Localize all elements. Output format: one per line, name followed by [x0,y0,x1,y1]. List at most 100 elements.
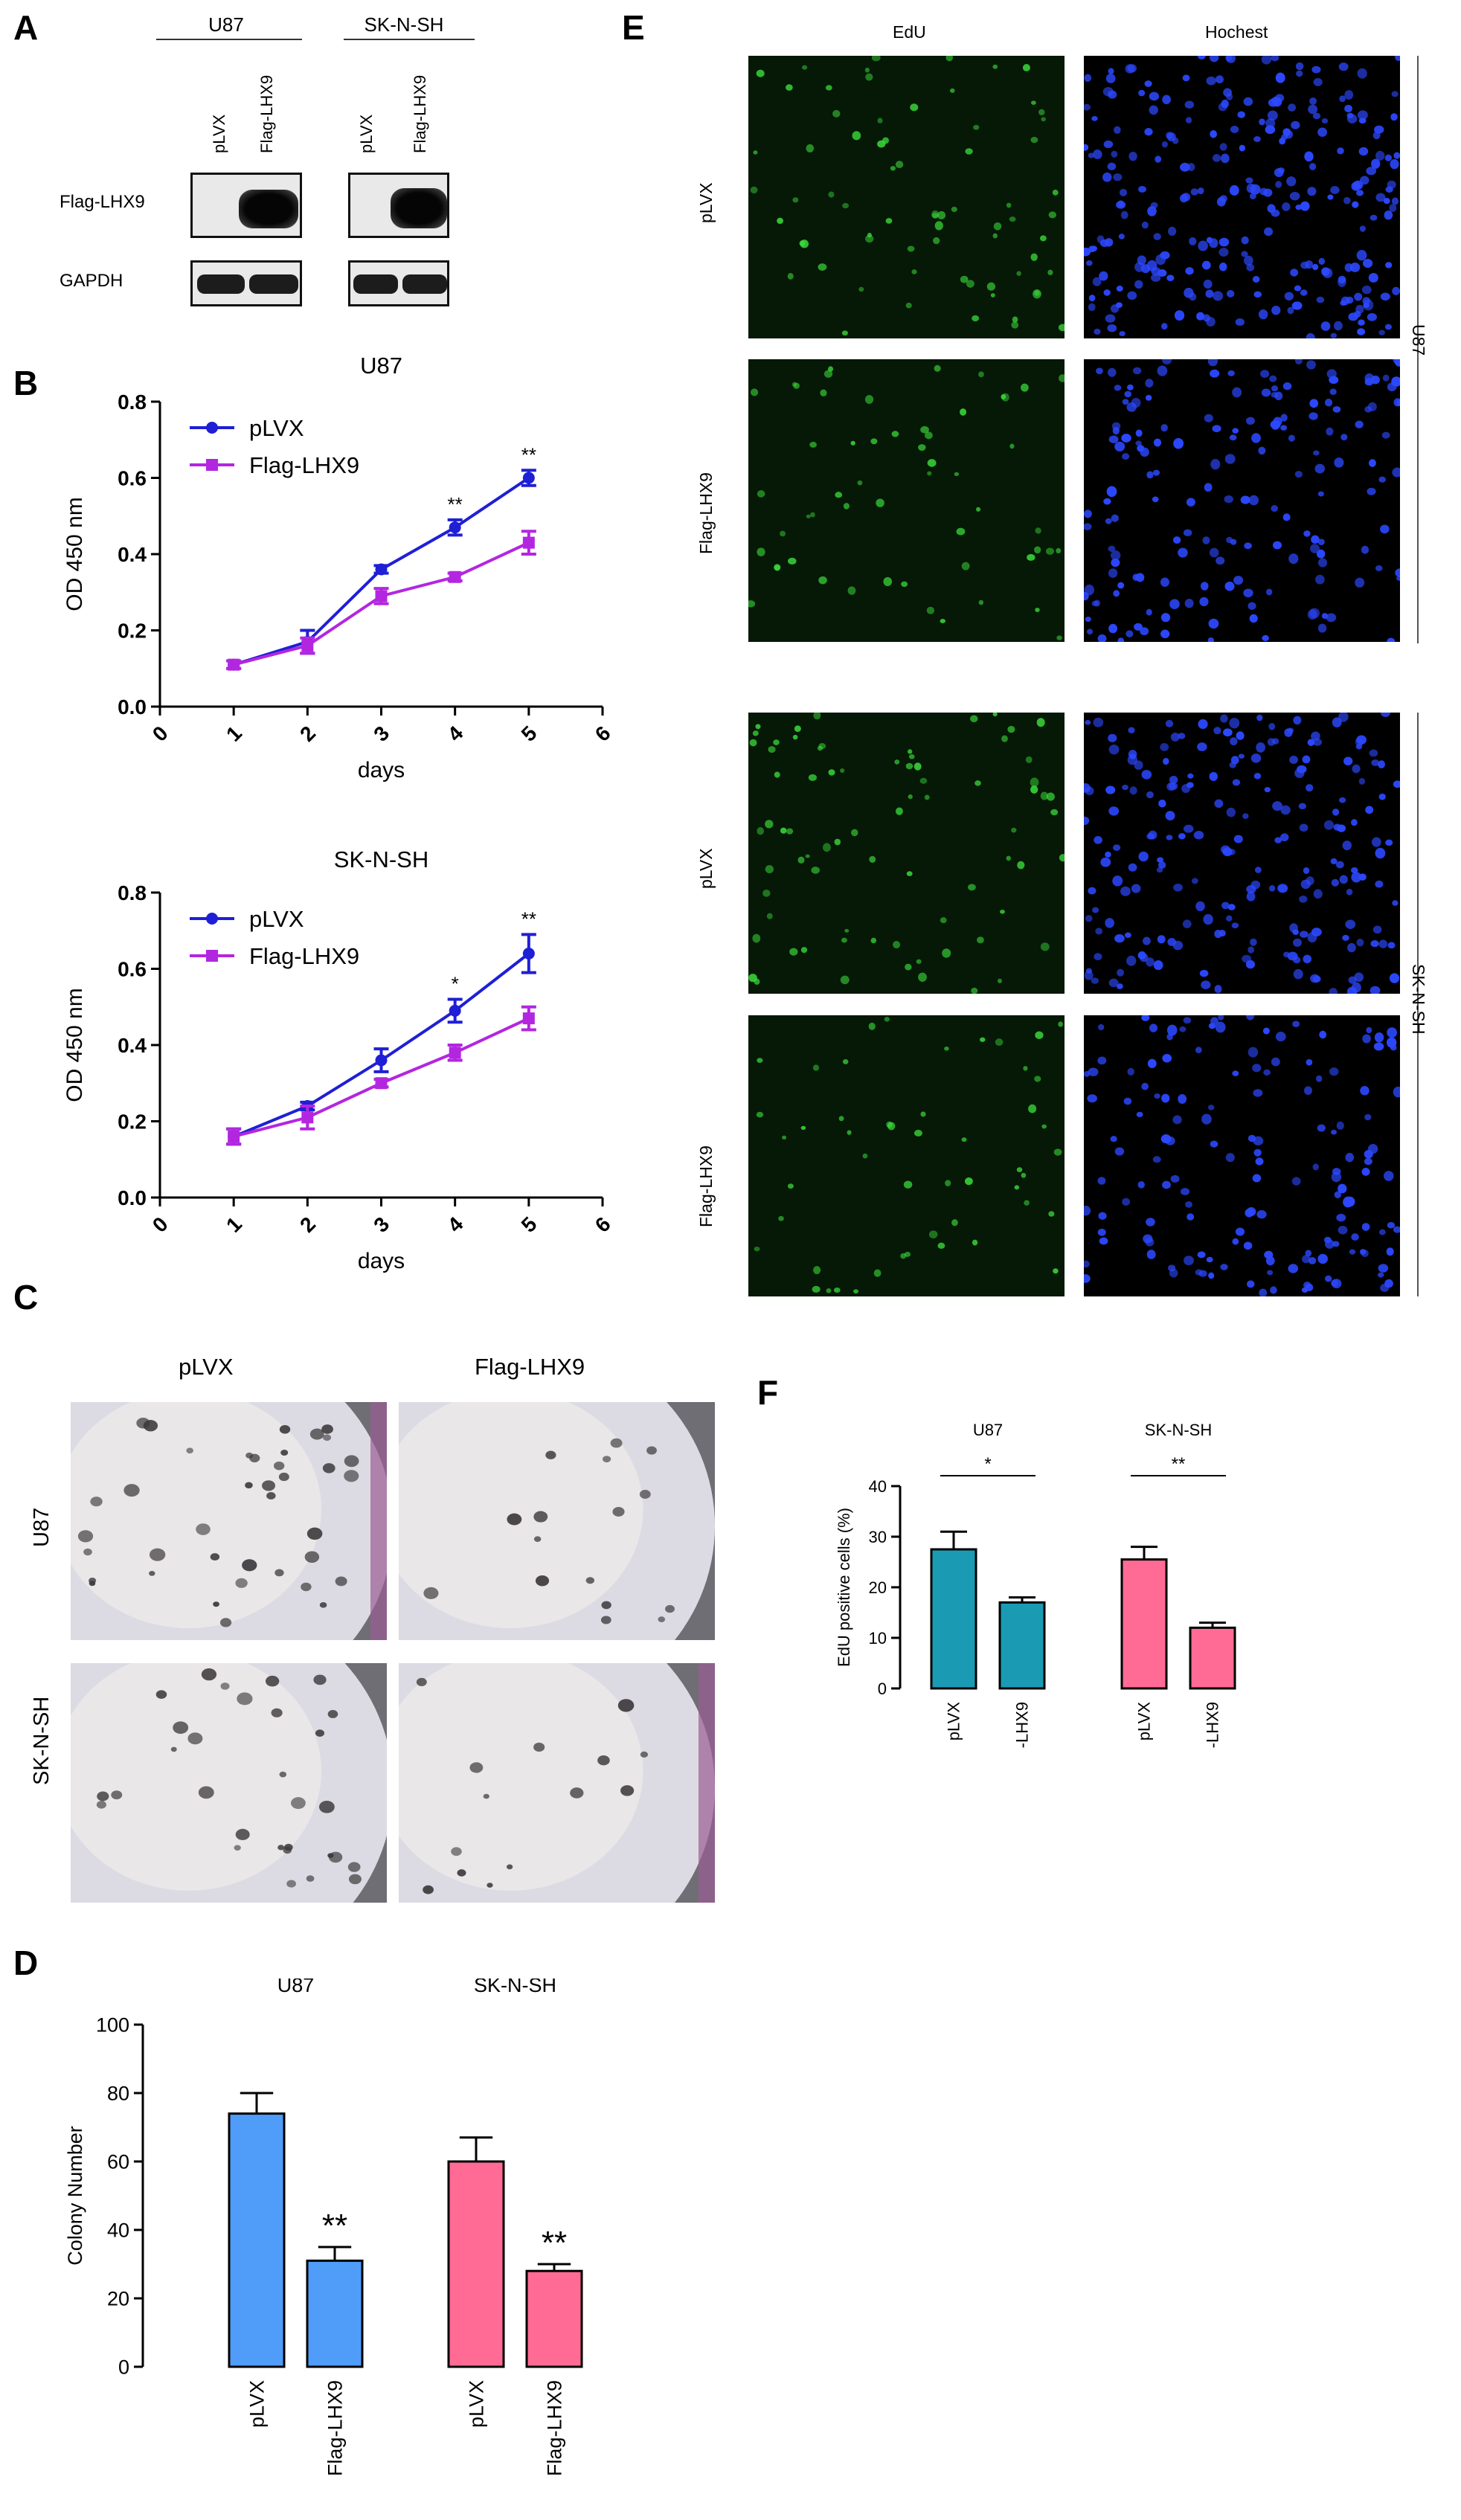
nucleus [944,1047,949,1051]
edu-row-label: pLVX [696,848,716,889]
y-axis-label: Colony Number [64,2126,86,2266]
nucleus [865,234,874,243]
nucleus [1221,99,1229,109]
significance-marker: ** [1172,1454,1186,1474]
colony [90,1497,103,1507]
nucleus [1292,929,1300,936]
x-tick-label: 6 [591,1212,615,1237]
nucleus [1293,968,1303,980]
nucleus [1088,152,1094,158]
nucleus [1108,545,1116,553]
nucleus [1395,568,1400,577]
nucleus [1086,629,1094,635]
nucleus [1105,74,1116,83]
nucleus [1189,237,1197,245]
nucleus [1127,64,1137,73]
nucleus [1355,420,1364,428]
nucleus [1354,972,1364,983]
x-tick-label: pLVX [1135,1702,1154,1741]
nucleus [1225,1153,1235,1163]
nucleus [1355,743,1363,750]
nucleus [1366,1026,1372,1034]
nucleus [1326,613,1337,623]
nucleus [1312,112,1321,120]
colony [327,1853,334,1858]
nucleus [1338,797,1346,803]
data-point [375,590,388,602]
nucleus [1252,1064,1262,1073]
colony [77,1530,94,1543]
colony-field [71,1402,387,1640]
colony [304,1551,320,1563]
nucleus [1256,742,1266,753]
nucleus [1034,546,1041,554]
nucleus [1056,635,1062,640]
nucleus [1272,541,1282,550]
nucleus [1084,783,1091,793]
nucleus [1185,1201,1192,1208]
nucleus [1294,285,1302,292]
nucleus [1304,151,1314,162]
nucleus [1349,263,1361,272]
nucleus [1330,858,1338,864]
legend-label: Flag-LHX9 [249,943,359,969]
data-point [301,640,314,652]
nucleus [1137,444,1145,452]
nucleus [1375,150,1385,161]
nucleus [786,828,794,835]
nucleus [1105,518,1112,524]
nucleus [1370,986,1381,994]
nucleus [1106,486,1117,498]
nucleus [895,807,903,815]
nucleus [1344,90,1354,100]
nucleus [1011,321,1019,329]
colony-field [71,1663,387,1903]
nucleus [1166,1024,1178,1036]
colony [210,1553,220,1561]
nucleus [1038,109,1045,116]
nucleus [1327,194,1334,200]
nucleus [753,150,758,155]
nucleus [1107,162,1117,170]
nucleus [1115,201,1126,209]
legend-marker [206,459,218,471]
nucleus [960,408,967,416]
nucleus [1160,577,1169,587]
colony [123,1484,140,1497]
nucleus [1357,110,1368,120]
nucleus [1203,279,1213,289]
nucleus [1162,757,1169,765]
nucleus [1182,74,1190,82]
nucleus [1179,1026,1187,1032]
nucleus [1092,907,1099,913]
nucleus [1370,940,1379,948]
x-tick-label: 3 [369,1212,394,1237]
nucleus [919,777,928,784]
nucleus [1120,210,1128,219]
nucleus [1099,271,1108,281]
nucleus [1140,953,1149,962]
nucleus [1317,1124,1326,1132]
colony [665,1604,675,1613]
bar [525,2269,583,2368]
nucleus [1243,255,1253,266]
nucleus [1170,732,1180,742]
nucleus [1223,728,1233,737]
nucleus [801,65,808,70]
nucleus [1206,317,1216,327]
nucleus [1271,392,1278,398]
nucleus [1331,878,1339,887]
nucleus [1380,292,1390,300]
nucleus [1169,599,1180,609]
colony [323,1434,332,1441]
nucleus [1084,523,1092,530]
nucleus [1114,934,1125,943]
nucleus [1218,237,1230,247]
x-tick-label: 1 [222,1212,246,1237]
nucleus [774,564,781,571]
significance-marker: ** [521,907,536,930]
colony [278,1472,289,1482]
x-tick-label: Flag-LHX9 [324,2380,346,2476]
nucleus [1021,383,1029,392]
nucleus [1146,608,1152,616]
